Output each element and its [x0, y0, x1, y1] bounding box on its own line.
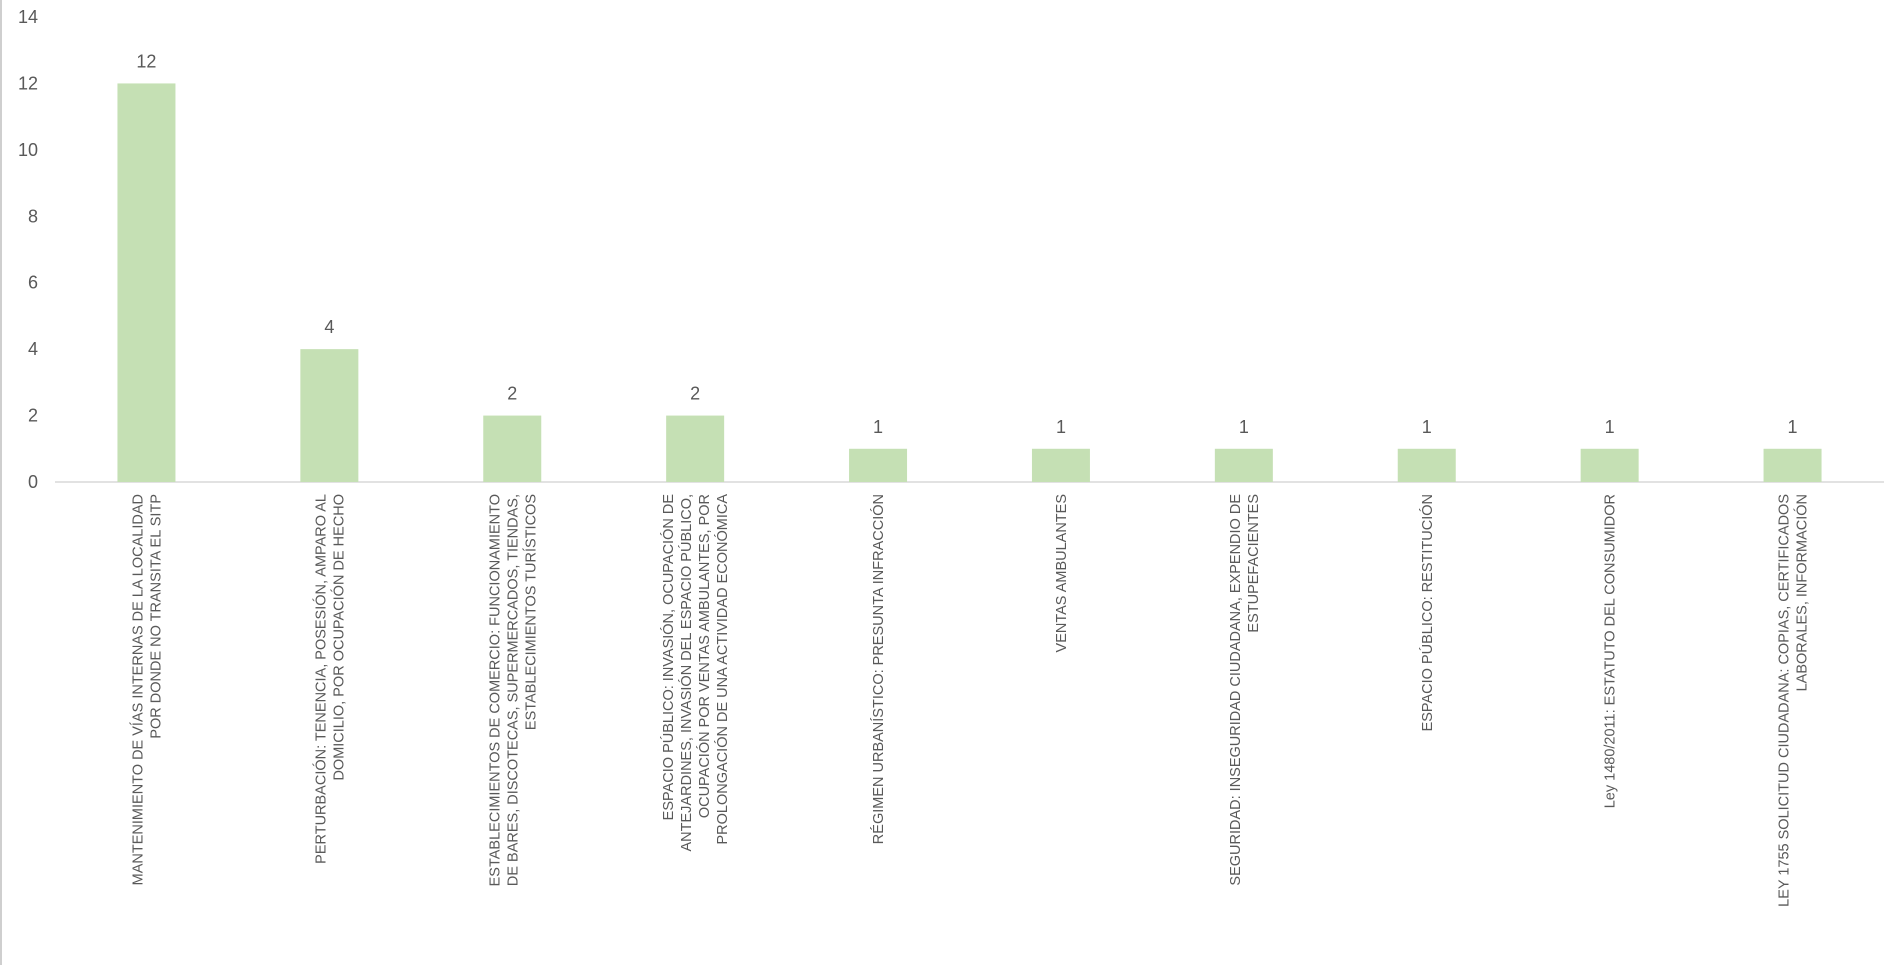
data-label: 1	[1239, 417, 1249, 437]
bar	[1763, 448, 1822, 482]
category-label-line: VENTAS AMBULANTES	[1054, 494, 1070, 652]
category-label-line: PROLONGACIÓN DE UNA ACTIVIDAD ECONÓMICA	[714, 494, 731, 845]
category-label: ESPACIO PÚBLICO: RESTITUCIÓN	[1419, 494, 1436, 731]
data-label: 2	[690, 384, 700, 404]
data-label: 2	[507, 384, 517, 404]
y-tick-label: 0	[28, 472, 38, 492]
data-labels: 12 4 2 2 1 1 1 1 1 1	[136, 51, 1797, 436]
data-label: 1	[1056, 417, 1066, 437]
bar	[849, 448, 908, 482]
bar	[666, 415, 725, 482]
category-label-line: DE BARES, DISCOTECAS, SUPERMERCADOS, TIE…	[505, 494, 521, 886]
bar	[117, 83, 176, 482]
y-tick-label: 6	[28, 273, 38, 293]
bar	[300, 349, 359, 482]
y-axis: 0 2 4 6 8 10 12 14	[18, 7, 38, 492]
category-label: SEGURIDAD: INSEGURIDAD CIUDADANA, EXPEND…	[1228, 494, 1262, 886]
category-labels: MANTENIMIENTO DE VÍAS INTERNAS DE LA LOC…	[129, 494, 1810, 907]
category-label: RÉGIMEN URBANÍSTICO: PRESUNTA INFRACCIÓN	[870, 494, 887, 844]
bar	[483, 415, 542, 482]
data-label: 1	[873, 417, 883, 437]
bar	[1031, 448, 1090, 482]
data-label: 12	[136, 51, 156, 71]
category-label-line: LABORALES, INFORMACIÓN	[1794, 494, 1811, 691]
category-label-line: MANTENIMIENTO DE VÍAS INTERNAS DE LA LOC…	[129, 494, 146, 885]
bar	[1214, 448, 1273, 482]
y-tick-label: 12	[18, 73, 38, 93]
y-tick-label: 10	[18, 140, 38, 160]
category-label: ESTABLECIMIENTOS DE COMERCIO: FUNCIONAMI…	[487, 494, 539, 886]
category-label: VENTAS AMBULANTES	[1054, 494, 1070, 652]
data-label: 1	[1788, 417, 1798, 437]
category-label: PERTURBACIÓN: TENENCIA, POSESIÓN, AMPARO…	[312, 494, 347, 864]
y-tick-label: 2	[28, 406, 38, 426]
data-label: 4	[324, 317, 334, 337]
category-label: ESPACIO PÚBLICO: INVASIÓN, OCUPACIÓN DE A…	[660, 494, 731, 852]
category-label-line: ANTEJARDINES, INVASIÓN DEL ESPACIO PÚBLI…	[678, 494, 695, 851]
y-tick-label: 4	[28, 339, 38, 359]
bars	[117, 83, 1822, 482]
bar	[1397, 448, 1456, 482]
category-label-line: ESTUPEFACIENTES	[1246, 494, 1262, 633]
category-label-line: ESPACIO PÚBLICO: INVASIÓN, OCUPACIÓN DE	[660, 494, 677, 821]
y-tick-label: 8	[28, 206, 38, 226]
bar	[1580, 448, 1639, 482]
category-label-line: OCUPACIÓN POR VENTAS AMBULANTES, POR	[696, 494, 713, 818]
category-label-line: RÉGIMEN URBANÍSTICO: PRESUNTA INFRACCIÓN	[870, 494, 887, 844]
y-tick-label: 14	[18, 7, 38, 27]
category-label: MANTENIMIENTO DE VÍAS INTERNAS DE LA LOC…	[129, 494, 164, 885]
category-label-line: SEGURIDAD: INSEGURIDAD CIUDADANA, EXPEND…	[1228, 494, 1244, 886]
category-label-line: LEY 1755 SOLICITUD CIUDADANA: COPIAS, CE…	[1777, 494, 1793, 907]
category-label: LEY 1755 SOLICITUD CIUDADANA: COPIAS, CE…	[1777, 494, 1811, 907]
category-label-line: ESTABLECIMIENTOS DE COMERCIO: FUNCIONAMI…	[487, 494, 503, 886]
category-label-line: POR DONDE NO TRANSITA EL SITP	[148, 494, 164, 739]
category-label: Ley 1480/2011: ESTATUTO DEL CONSUMIDOR	[1603, 494, 1619, 808]
category-label-line: ESPACIO PÚBLICO: RESTITUCIÓN	[1419, 494, 1436, 731]
category-label-line: ESTABLECIMIENTOS TURÍSTICOS	[522, 494, 539, 730]
data-label: 1	[1422, 417, 1432, 437]
category-label-line: DOMICILIO, POR OCUPACIÓN DE HECHO	[330, 494, 347, 781]
data-label: 1	[1605, 417, 1615, 437]
category-label-line: Ley 1480/2011: ESTATUTO DEL CONSUMIDOR	[1603, 494, 1619, 808]
category-label-line: PERTURBACIÓN: TENENCIA, POSESIÓN, AMPARO…	[312, 494, 329, 864]
